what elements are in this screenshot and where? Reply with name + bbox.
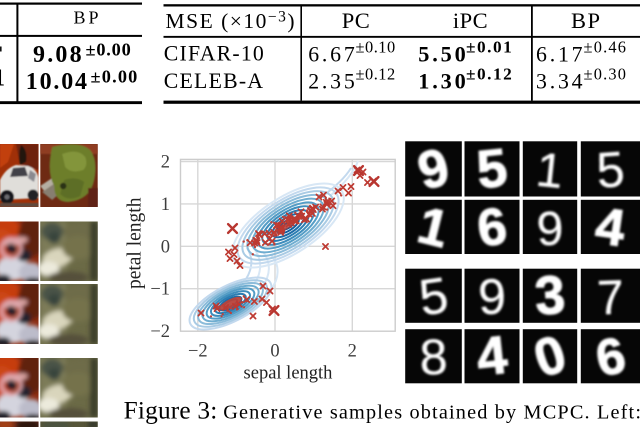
svg-text:9: 9 bbox=[536, 202, 565, 256]
svg-text:10.04: 10.04 bbox=[26, 69, 89, 95]
svg-text:±0.12: ±0.12 bbox=[356, 65, 396, 84]
svg-text:1: 1 bbox=[534, 144, 566, 200]
svg-text:2.35: 2.35 bbox=[308, 70, 357, 94]
svg-text:5: 5 bbox=[474, 137, 510, 200]
svg-text:5.50: 5.50 bbox=[418, 41, 468, 66]
svg-text:3.34: 3.34 bbox=[536, 70, 585, 94]
svg-text:9: 9 bbox=[477, 268, 507, 325]
svg-text:Generative samples obtained by: Generative samples obtained by MCPC. Lef… bbox=[223, 402, 640, 424]
svg-text:±0.00: ±0.00 bbox=[91, 66, 139, 86]
svg-text:Figure 3:: Figure 3: bbox=[124, 397, 218, 425]
svg-text:±0.01: ±0.01 bbox=[466, 37, 513, 56]
svg-text:4: 4 bbox=[474, 325, 510, 388]
svg-text:petal length: petal length bbox=[125, 197, 146, 289]
svg-text:8: 8 bbox=[419, 329, 449, 386]
svg-text:0: 0 bbox=[161, 237, 170, 257]
svg-text:2: 2 bbox=[161, 153, 170, 173]
svg-text:±0.30: ±0.30 bbox=[584, 65, 628, 84]
svg-text:±0.10: ±0.10 bbox=[356, 37, 396, 56]
svg-text:CELEB-A: CELEB-A bbox=[164, 69, 264, 93]
svg-text:−2: −2 bbox=[188, 342, 208, 362]
svg-text:2: 2 bbox=[348, 342, 357, 362]
svg-text:PC: PC bbox=[342, 8, 371, 33]
svg-text:iPC: iPC bbox=[453, 8, 488, 33]
svg-text:sepal length: sepal length bbox=[244, 364, 333, 384]
svg-text:±0.12: ±0.12 bbox=[466, 65, 513, 84]
svg-text:7: 7 bbox=[596, 271, 625, 325]
svg-text:−2: −2 bbox=[150, 322, 170, 342]
svg-text:1: 1 bbox=[161, 195, 170, 215]
svg-text:CIFAR-10: CIFAR-10 bbox=[164, 42, 265, 66]
svg-text:9.08: 9.08 bbox=[33, 42, 84, 68]
svg-text:4: 4 bbox=[592, 197, 629, 258]
svg-text:0: 0 bbox=[270, 342, 279, 362]
svg-text:6.17: 6.17 bbox=[536, 42, 585, 66]
svg-text:3: 3 bbox=[533, 265, 567, 327]
svg-text:1.30: 1.30 bbox=[418, 69, 468, 94]
svg-text:1: 1 bbox=[0, 66, 5, 92]
svg-text:−1: −1 bbox=[150, 280, 170, 300]
svg-text:BP: BP bbox=[73, 8, 101, 28]
svg-text:±0.00: ±0.00 bbox=[86, 39, 132, 59]
svg-text:6.67: 6.67 bbox=[308, 42, 357, 66]
svg-text:±0.46: ±0.46 bbox=[584, 37, 628, 56]
svg-text:BP: BP bbox=[571, 8, 602, 33]
svg-text:5: 5 bbox=[595, 141, 627, 199]
